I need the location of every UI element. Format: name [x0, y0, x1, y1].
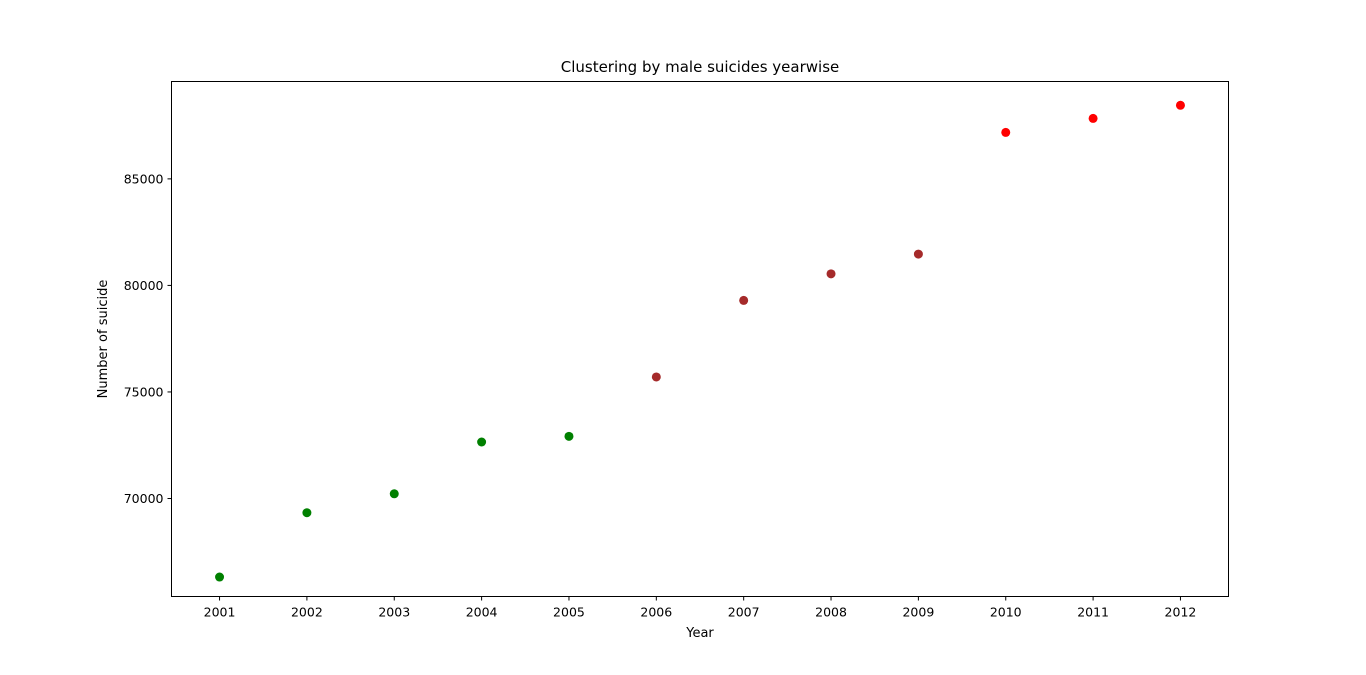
data-point-2002 [302, 508, 312, 518]
axis-ticks: 2001 2002 2003 2004 2005 2006 2007 2008 2009 2010… [124, 171, 1197, 619]
data-point-2004 [477, 437, 487, 447]
x-tick-label: 2003 [378, 605, 410, 620]
y-tick-label: 75000 [124, 384, 164, 399]
x-tick-label: 2009 [902, 605, 934, 620]
data-point-2006 [651, 372, 661, 382]
data-point-2001 [215, 572, 225, 582]
data-point-2009 [913, 249, 923, 259]
x-tick-label: 2002 [291, 605, 323, 620]
y-tick-label: 70000 [124, 491, 164, 506]
y-tick-label: 80000 [124, 278, 164, 293]
x-tick-label: 2005 [553, 605, 585, 620]
x-tick-label: 2008 [815, 605, 847, 620]
x-tick-label: 2012 [1165, 605, 1197, 620]
y-tick-label: 85000 [124, 171, 164, 186]
data-points [215, 100, 1185, 582]
x-tick-label: 2010 [990, 605, 1022, 620]
data-point-2011 [1088, 113, 1098, 123]
data-point-2010 [1001, 127, 1011, 137]
x-axis-label: Year [685, 626, 714, 641]
y-axis-label: Number of suicide [96, 280, 111, 399]
data-point-2008 [826, 269, 836, 279]
plot-area-frame [171, 81, 1229, 597]
data-point-2012 [1175, 100, 1185, 110]
data-point-2003 [389, 489, 399, 499]
x-tick-label: 2007 [728, 605, 760, 620]
x-tick-label: 2011 [1077, 605, 1109, 620]
x-tick-label: 2004 [466, 605, 498, 620]
data-point-2005 [564, 431, 574, 441]
x-tick-label: 2006 [640, 605, 672, 620]
x-tick-label: 2001 [204, 605, 236, 620]
chart-title: Clustering by male suicides yearwise [561, 58, 840, 76]
data-point-2007 [739, 295, 749, 305]
